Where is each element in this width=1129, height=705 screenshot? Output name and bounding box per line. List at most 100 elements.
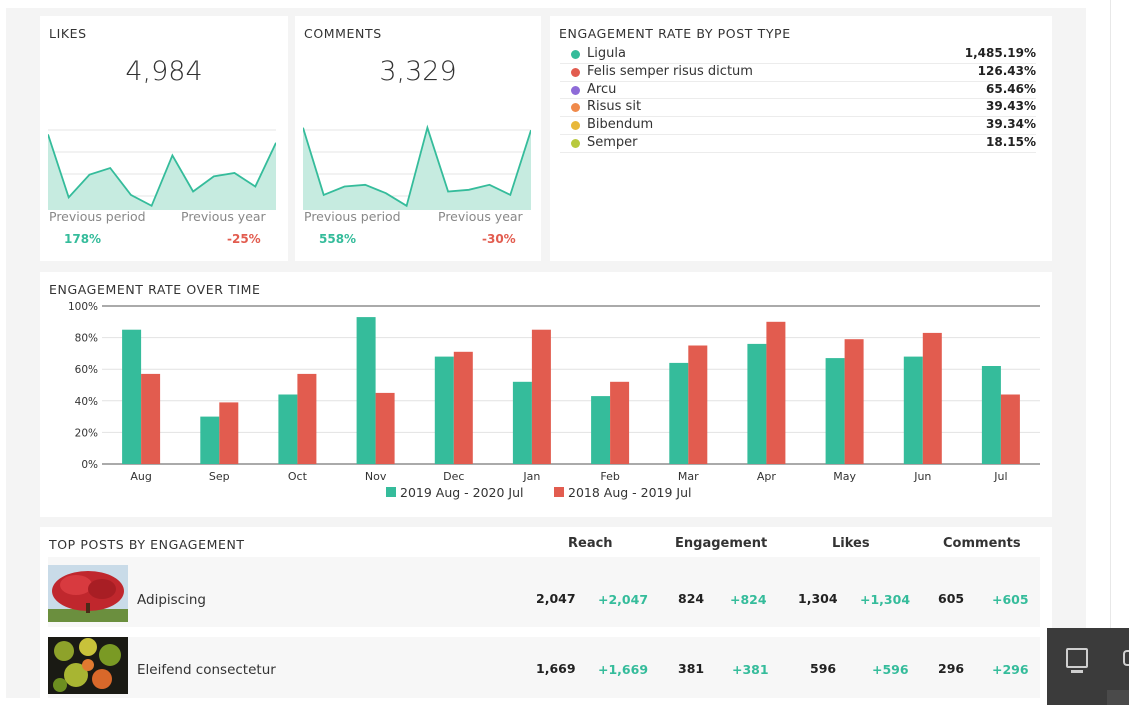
monitor-icon: [1066, 648, 1088, 673]
engagement-over-time-title: ENGAGEMENT RATE OVER TIME: [49, 282, 261, 297]
y-tick-label: 20%: [75, 427, 98, 439]
comments-prev-year-label: Previous year: [438, 209, 523, 224]
likes-delta: +596: [872, 662, 909, 677]
post-type-row: Semper 18.15%: [560, 135, 1036, 153]
legend-dot-icon: [571, 67, 580, 77]
comments-delta: +296: [992, 662, 1029, 677]
scrollbar-gutter[interactable]: [1110, 0, 1129, 705]
bar-apr-series-2[interactable]: [766, 321, 786, 464]
likes-delta: +1,304: [860, 592, 911, 607]
post-title[interactable]: Eleifend consectetur: [137, 662, 276, 678]
legend-swatch-icon[interactable]: [554, 487, 564, 497]
corner-block: [1107, 690, 1129, 705]
likes-prev-period-value: 178%: [64, 232, 102, 246]
x-tick-label: Dec: [443, 470, 464, 483]
x-tick-label: Jan: [522, 470, 540, 483]
post-type-name: Bibendum: [587, 117, 654, 133]
sparkline-area: [48, 134, 276, 210]
bar-sep-series-1[interactable]: [200, 416, 220, 464]
engagement-by-type-card: ENGAGEMENT RATE BY POST TYPE Ligula 1,485…: [550, 16, 1052, 261]
bar-feb-series-2[interactable]: [610, 381, 630, 464]
comments-value: 296: [938, 661, 965, 676]
bar-aug-series-1[interactable]: [122, 329, 142, 464]
bar-nov-series-1[interactable]: [356, 317, 376, 464]
likes-prev-period-label: Previous period: [49, 209, 146, 224]
x-tick-label: Mar: [678, 470, 699, 483]
likes-value: 4,984: [125, 56, 203, 87]
engagement-bar-chart: 0% 20% 40% 60% 80% 100% Aug Sep Oct Nov Dec Jan Feb M…: [68, 301, 1040, 500]
likes-sparkline: [48, 129, 276, 210]
post-type-name: Semper: [587, 134, 638, 150]
top-posts-title: TOP POSTS BY ENGAGEMENT: [49, 537, 245, 552]
bar-apr-series-1[interactable]: [747, 343, 767, 464]
engagement-value: 824: [678, 591, 705, 606]
legend-dot-icon: [571, 50, 580, 59]
bar-sep-series-2[interactable]: [219, 402, 239, 464]
bar-jun-series-2[interactable]: [922, 332, 942, 464]
bar-nov-series-2[interactable]: [375, 392, 395, 464]
dashboard-canvas: LIKES 4,984 Previous period Previous yea…: [6, 8, 1086, 698]
x-tick-label: Oct: [288, 470, 308, 483]
legend-label[interactable]: 2019 Aug - 2020 Jul: [400, 485, 524, 500]
post-type-rate: 65.46%: [986, 81, 1036, 96]
column-header-likes[interactable]: Likes: [832, 536, 870, 551]
bar-jul-series-2[interactable]: [1000, 394, 1020, 465]
post-type-row: Arcu 65.46%: [560, 82, 1036, 100]
bar-dec-series-1[interactable]: [434, 356, 454, 464]
x-tick-label: Aug: [130, 470, 151, 483]
engagement-by-type-list: Ligula 1,485.19% Felis semper risus dictum…: [560, 46, 1036, 153]
bar-jan-series-1[interactable]: [512, 381, 532, 464]
likes-value: 596: [810, 661, 837, 676]
post-type-row: Ligula 1,485.19%: [560, 46, 1036, 64]
x-tick-label: Nov: [365, 470, 387, 483]
reach-delta: +2,047: [598, 592, 649, 607]
engagement-delta: +381: [732, 662, 769, 677]
comments-delta: +605: [992, 592, 1029, 607]
red-tree-thumbnail-icon: [48, 565, 128, 622]
likes-prev-year-label: Previous year: [181, 209, 266, 224]
post-type-rate: 1,485.19%: [964, 46, 1036, 60]
post-type-rate: 39.34%: [986, 117, 1036, 132]
screen-overlay-button[interactable]: [1047, 628, 1129, 705]
x-tick-label: Jul: [993, 470, 1007, 483]
bar-mar-series-2[interactable]: [688, 345, 708, 465]
column-header-comments[interactable]: Comments: [943, 536, 1021, 551]
bar-mar-series-1[interactable]: [669, 362, 689, 464]
bar-may-series-2[interactable]: [844, 339, 864, 464]
x-tick-label: Feb: [600, 470, 619, 483]
post-type-row: Bibendum 39.34%: [560, 117, 1036, 135]
comments-title: COMMENTS: [304, 26, 382, 41]
reach-value: 2,047: [536, 591, 576, 606]
table-row[interactable]: Eleifend consectetur 1,669 +1,669 381 +3…: [48, 637, 1040, 698]
bar-jun-series-1[interactable]: [903, 356, 923, 464]
post-title[interactable]: Adipiscing: [137, 592, 206, 608]
top-posts-card: TOP POSTS BY ENGAGEMENT Reach Engagement…: [40, 527, 1052, 698]
comments-prev-year-value: -30%: [482, 232, 516, 246]
engagement-delta: +824: [730, 592, 767, 607]
bar-jul-series-1[interactable]: [981, 366, 1001, 464]
bar-oct-series-2[interactable]: [297, 373, 317, 464]
likes-prev-year-value: -25%: [227, 232, 261, 246]
comments-value: 3,329: [379, 56, 457, 87]
table-row[interactable]: Adipiscing 2,047 +2,047 824 +824 1,304 +…: [48, 557, 1040, 627]
bar-dec-series-2[interactable]: [453, 351, 473, 464]
column-header-reach[interactable]: Reach: [568, 536, 613, 551]
column-header-engagement[interactable]: Engagement: [675, 536, 768, 551]
comments-value: 605: [938, 591, 965, 606]
reach-value: 1,669: [536, 661, 576, 676]
y-tick-label: 40%: [75, 396, 98, 408]
bar-aug-series-2[interactable]: [141, 373, 161, 464]
bar-oct-series-1[interactable]: [278, 394, 298, 465]
legend-swatch-icon[interactable]: [386, 487, 396, 497]
bar-may-series-1[interactable]: [825, 358, 845, 464]
bar-jan-series-2[interactable]: [531, 329, 551, 464]
y-tick-label: 80%: [75, 333, 98, 345]
y-tick-label: 60%: [75, 364, 98, 376]
post-type-name: Arcu: [587, 81, 617, 97]
legend-label[interactable]: 2018 Aug - 2019 Jul: [568, 485, 692, 500]
x-tick-label: Sep: [209, 470, 230, 483]
bar-feb-series-1[interactable]: [591, 396, 611, 464]
post-type-row: Risus sit 39.43%: [560, 99, 1036, 118]
post-type-rate: 39.43%: [986, 99, 1036, 114]
post-type-rate: 18.15%: [986, 134, 1036, 149]
